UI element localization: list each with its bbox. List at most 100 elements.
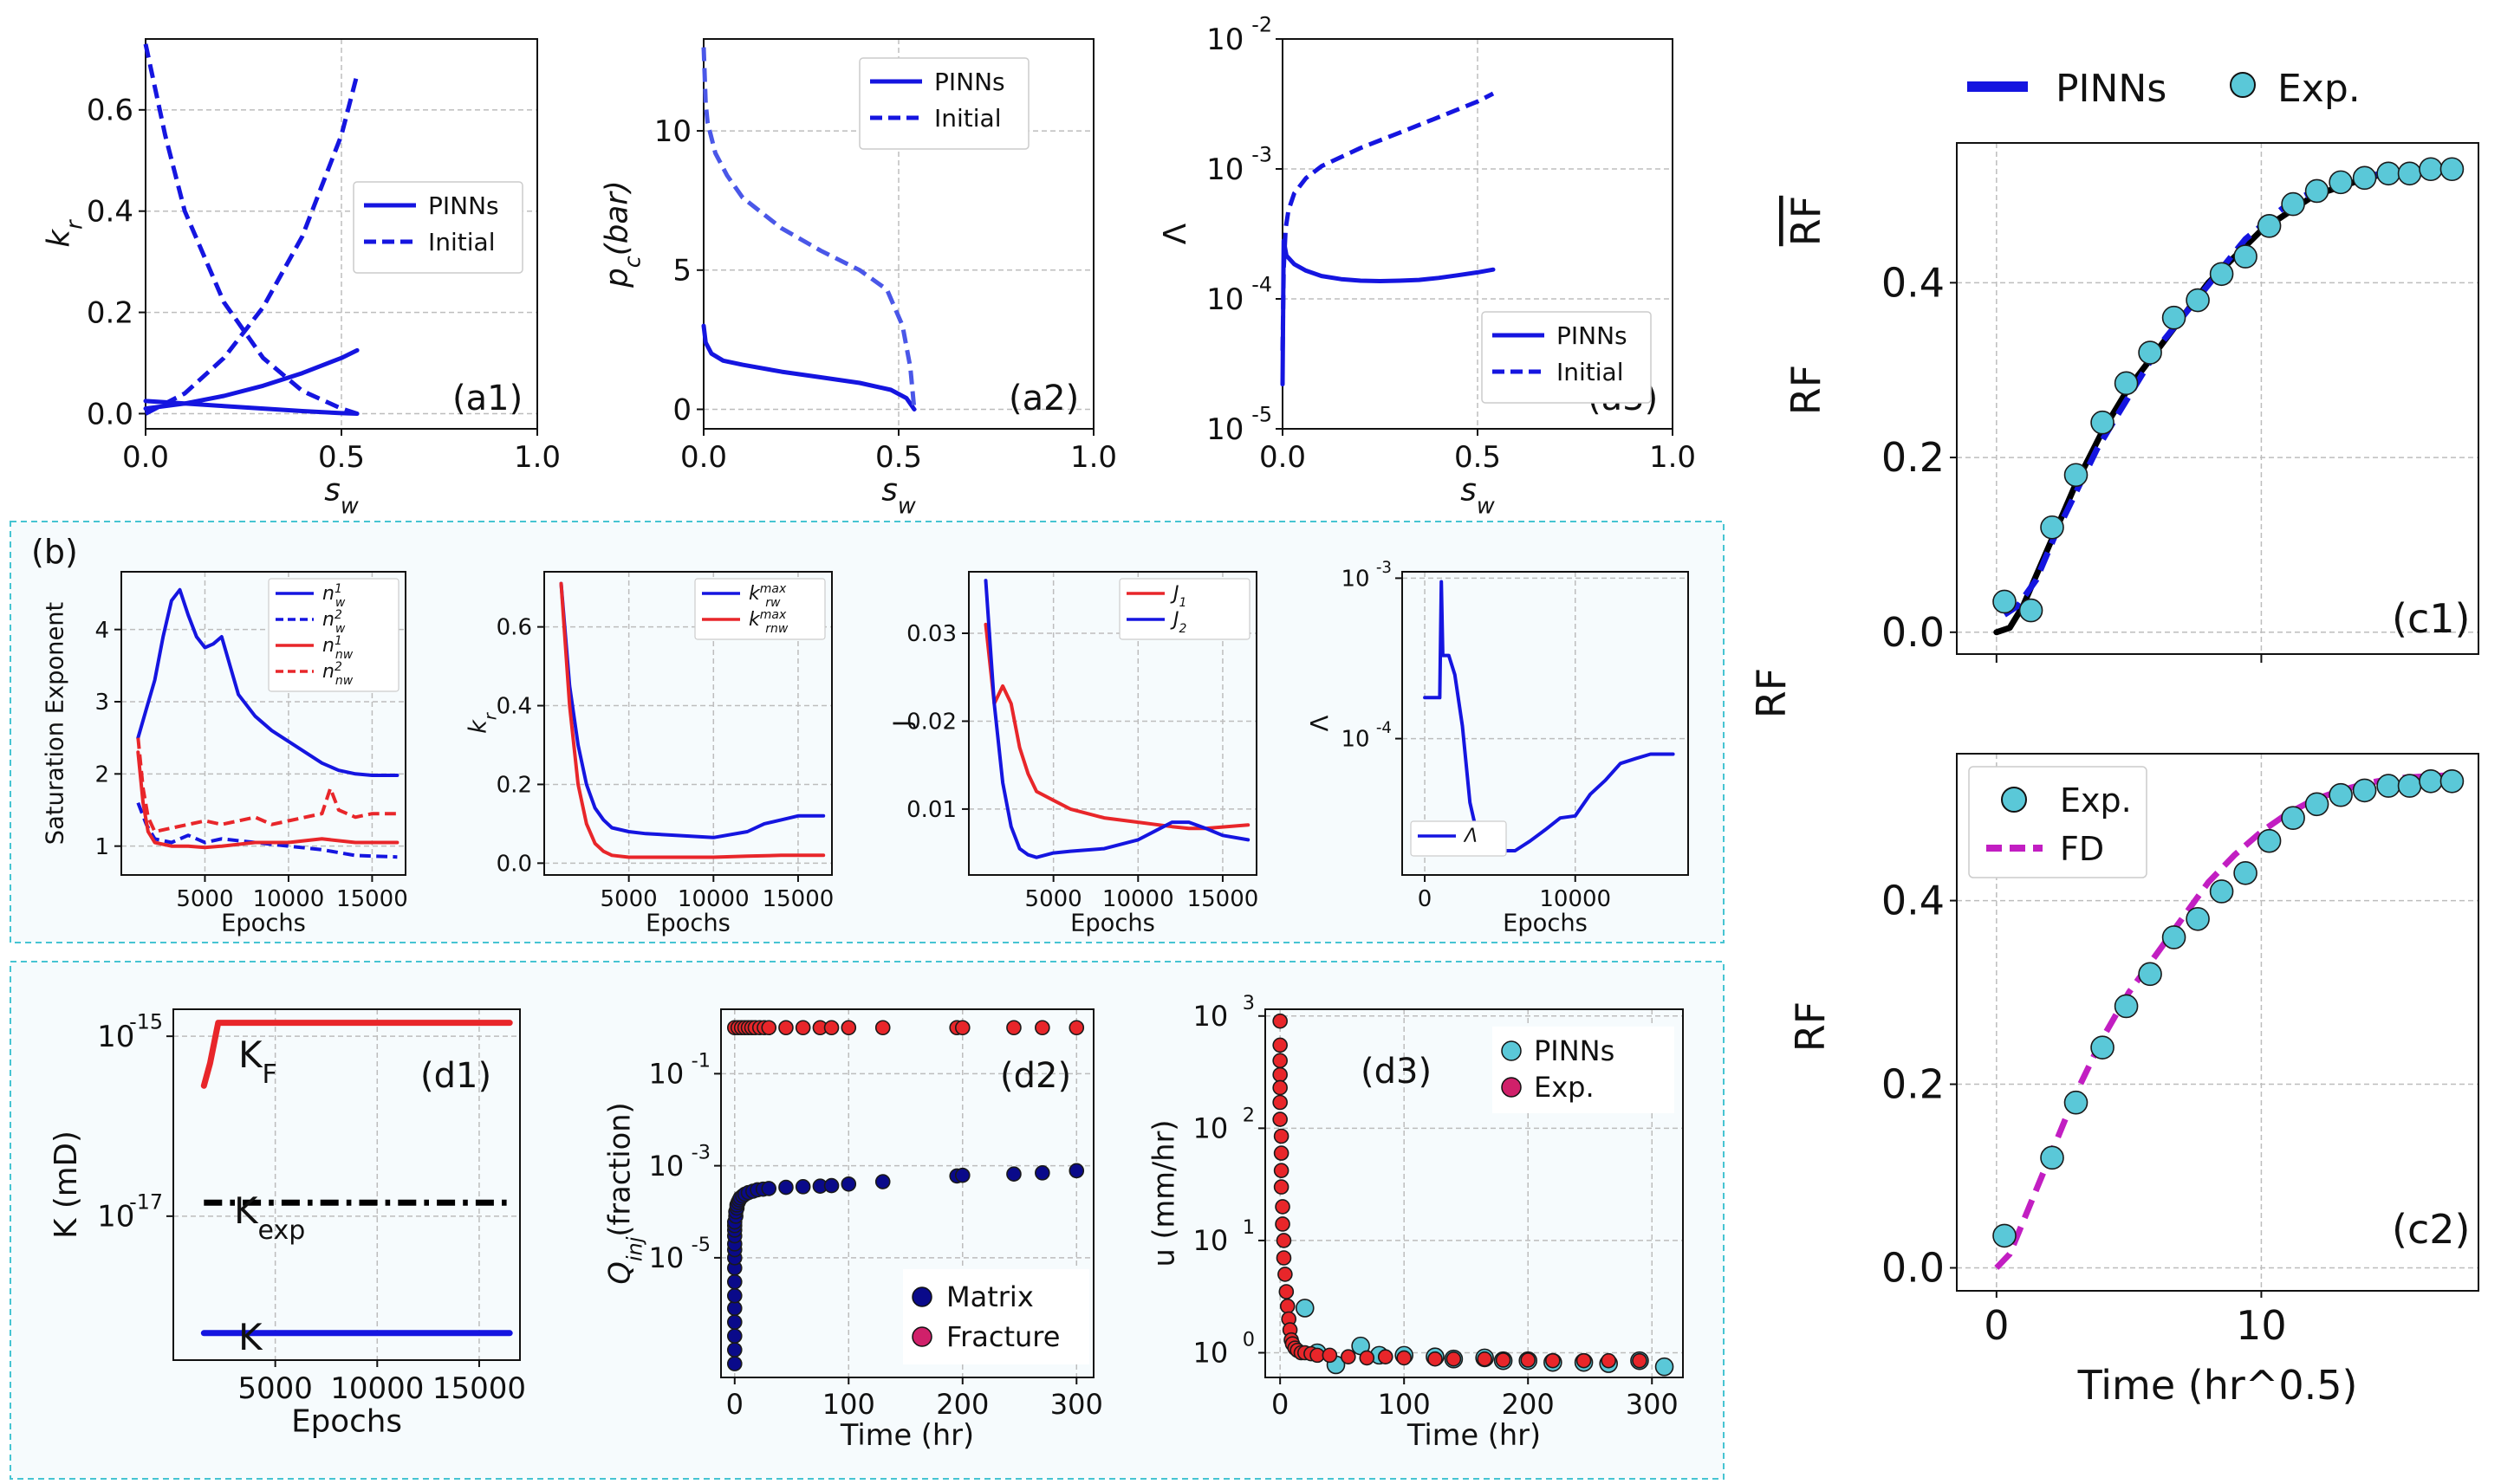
data-point-Matrix xyxy=(726,1328,743,1344)
x-axis-label: Epochs xyxy=(646,910,731,937)
series-line-PINNs-krnw xyxy=(143,399,360,416)
y-tick-label: 10 xyxy=(1341,727,1370,753)
x-tick-label: 10000 xyxy=(253,886,325,912)
x-tick-label: 10000 xyxy=(330,1371,424,1406)
x-tick-label: 300 xyxy=(1626,1388,1679,1421)
x-tick-label: 1.0 xyxy=(1070,440,1117,475)
y-tick-label: 0 xyxy=(672,392,692,427)
data-point-Exp- xyxy=(2352,165,2377,191)
x-tick-label: 100 xyxy=(1378,1388,1431,1421)
legend-entry: Exp. xyxy=(2060,781,2132,820)
legend-box xyxy=(1410,820,1507,857)
x-tick-label: 10000 xyxy=(1539,886,1611,912)
data-point-Exp- xyxy=(2257,214,2282,238)
x-axis-label: Time (hr^0.5) xyxy=(2077,1362,2358,1409)
y-axis-label: RF xyxy=(1787,1001,1834,1052)
y-tick-exponent: -5 xyxy=(692,1234,711,1256)
x-tick-label: 0.5 xyxy=(1454,440,1501,475)
y-tick-exponent: -3 xyxy=(692,1142,711,1164)
y-axis-label: K (mD) xyxy=(49,1131,84,1239)
x-tick-label: 0 xyxy=(1984,1302,2009,1349)
legend-marker-exp xyxy=(1501,1077,1522,1098)
chart-a3: 0.00.51.010-510-410-310-2swΛ(a3)PINNsIni… xyxy=(1158,13,1696,520)
data-point-Matrix xyxy=(954,1167,971,1183)
y-tick-label: 10 xyxy=(1206,23,1244,57)
legend-marker-exp xyxy=(2230,72,2256,98)
data-point-Exp- xyxy=(2419,157,2443,182)
x-axis-label: Epochs xyxy=(221,910,306,937)
data-point-Matrix xyxy=(726,1342,743,1358)
chart-a2: 0.0 0.5 1.0 0 5 10 sw pc(bar) (a2) PINNs Initial xyxy=(600,38,1117,520)
legend-box xyxy=(903,1269,1089,1364)
data-point-Fracture xyxy=(874,1020,891,1036)
data-point-Exp- xyxy=(1279,1298,1296,1314)
legend-entry: Exp. xyxy=(2277,67,2361,111)
panel-b-label: (b) xyxy=(31,533,78,571)
data-point-Exp- xyxy=(1575,1352,1592,1369)
data-point-Exp- xyxy=(1273,1128,1289,1144)
x-tick-label: 5000 xyxy=(601,886,658,912)
data-point-Fracture xyxy=(1069,1020,1085,1036)
panel-label: (d3) xyxy=(1361,1052,1432,1092)
data-point-Exp- xyxy=(2090,410,2114,435)
data-point-Exp- xyxy=(1427,1351,1443,1367)
y-tick-label: 0.2 xyxy=(1881,1061,1945,1108)
y-tick-label: 10 xyxy=(1192,1000,1228,1033)
data-point-Exp- xyxy=(1545,1352,1561,1369)
data-point-Matrix xyxy=(1035,1165,1050,1181)
data-point-Exp- xyxy=(1520,1352,1536,1368)
x-tick-label: 0.0 xyxy=(680,440,727,475)
series-line-Black-fit xyxy=(1993,164,2464,636)
y-tick-exponent: -15 xyxy=(129,1010,163,1034)
data-point-Matrix xyxy=(874,1174,891,1189)
data-point-Exp- xyxy=(2329,782,2353,807)
data-point-Exp- xyxy=(1276,1250,1292,1266)
y-axis-label: Saturation Exponent xyxy=(42,601,68,845)
x-axis-label: Time (hr) xyxy=(1406,1418,1541,1452)
data-point-Exp- xyxy=(2352,778,2377,803)
series-line-nnw1 xyxy=(136,750,400,850)
data-point-Fracture xyxy=(823,1020,840,1036)
data-point-Exp- xyxy=(2397,774,2422,798)
y-tick-label: 10 xyxy=(1192,1112,1228,1145)
legend-box xyxy=(1492,1027,1674,1113)
y-tick-label: 0.4 xyxy=(497,694,532,720)
y-axis-label: Λ xyxy=(1307,715,1334,731)
y-tick-label: 10 xyxy=(648,1241,684,1274)
data-point-Exp- xyxy=(2329,170,2353,195)
data-point-Matrix xyxy=(726,1356,743,1371)
x-tick-label: 0.0 xyxy=(122,440,169,475)
y-axis-label: u (mm/hr) xyxy=(1147,1120,1180,1267)
x-tick-label: 200 xyxy=(1502,1388,1555,1421)
y-tick-label: 10 xyxy=(1192,1337,1228,1370)
y-tick-label: 0.2 xyxy=(1881,434,1945,481)
y-tick-exponent: 3 xyxy=(1243,992,1255,1014)
x-axis-label: Epochs xyxy=(1503,910,1588,937)
x-tick-label: 0.5 xyxy=(318,440,365,475)
plot-frame-c2 xyxy=(1956,753,2479,1292)
x-tick-label: 10000 xyxy=(1102,886,1174,912)
y-tick-label: 0.0 xyxy=(497,851,532,877)
panel-b-background xyxy=(10,521,1725,943)
x-tick-label: 300 xyxy=(1050,1388,1103,1421)
data-point-Exp- xyxy=(1275,1199,1290,1215)
data-point-Exp- xyxy=(1992,1223,2017,1248)
y-tick-exponent: -4 xyxy=(1251,273,1272,297)
data-point-Exp- xyxy=(2304,178,2329,204)
y-tick-label: 0.0 xyxy=(1881,1245,1945,1292)
series-line-PINNs xyxy=(1280,238,1496,387)
x-tick-label: 0.0 xyxy=(1259,440,1306,475)
y-tick-exponent: 1 xyxy=(1243,1216,1255,1239)
y-tick-exponent: -1 xyxy=(692,1049,711,1072)
y-tick-exponent: -2 xyxy=(1251,13,1272,37)
series-line-PINNs xyxy=(2003,164,2447,618)
x-axis-label: sw xyxy=(881,473,916,520)
panel-label: (a2) xyxy=(1009,379,1079,418)
data-point-Exp- xyxy=(1273,1179,1289,1195)
legend-entry: Exp. xyxy=(1534,1071,1595,1104)
y-tick-label: 10 xyxy=(1206,152,1244,187)
y-axis-label: J xyxy=(889,720,916,729)
data-point-Exp- xyxy=(2040,515,2064,540)
legend-box xyxy=(268,578,400,692)
series-line-J1 xyxy=(984,622,1250,831)
